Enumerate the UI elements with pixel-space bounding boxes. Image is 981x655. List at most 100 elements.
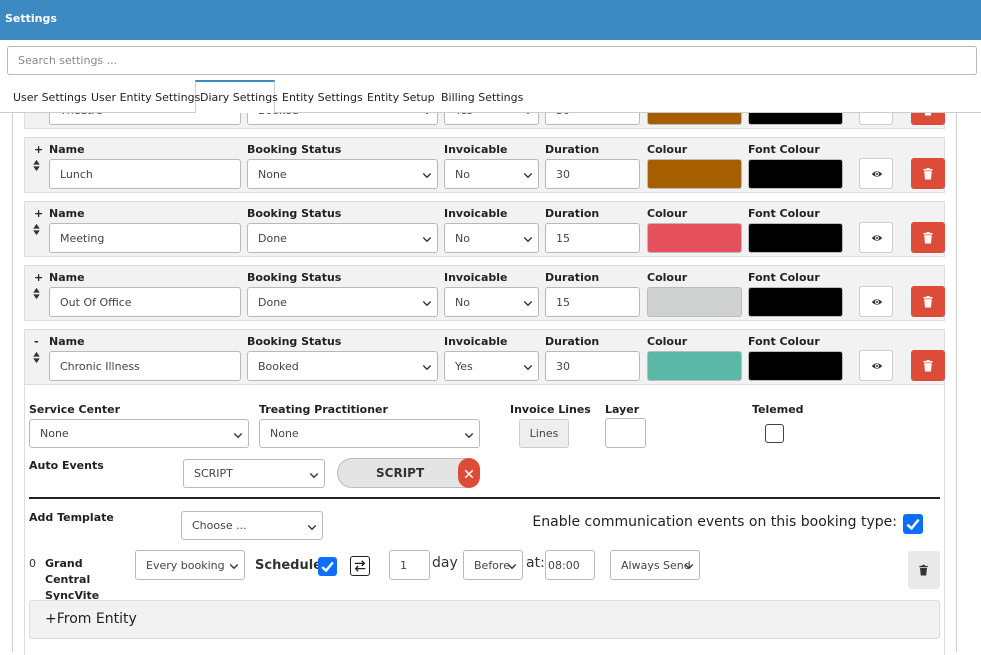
colour-swatch[interactable] [748,351,843,381]
time-input[interactable]: 08:00 [545,550,595,580]
eye-icon [870,113,884,116]
drag-handle-svg [33,287,40,300]
invoicable-select[interactable]: No [444,159,539,189]
script-tag: SCRIPT [337,458,480,488]
invoicable-select[interactable]: No [444,223,539,253]
practitioner-select[interactable]: None [259,419,480,448]
trash-icon-svg [923,359,933,372]
duration-input[interactable]: 30 [545,159,640,189]
colour-swatch[interactable] [647,287,742,317]
duration-input[interactable]: 15 [545,223,640,253]
colour-swatch[interactable] [748,159,843,189]
column-label: Name [49,335,85,348]
column-label: Name [49,207,85,220]
layer-input[interactable] [605,418,646,448]
swap-button[interactable] [350,556,370,576]
template-delete[interactable] [908,551,940,589]
invoicable-select[interactable]: No [444,287,539,317]
view-button[interactable] [859,222,893,253]
colour-swatch[interactable] [647,159,742,189]
invoicable-select-chevron [522,169,534,181]
colour-swatch[interactable] [748,287,843,317]
booking_status-select-text: Booked [258,113,299,117]
direction-select-chevron-svg [507,564,517,570]
eye-icon [870,168,884,180]
colour-swatch[interactable] [748,113,843,125]
view-button[interactable] [859,113,893,125]
booking_status-select[interactable]: Done [247,287,438,317]
delete-button[interactable] [911,350,945,381]
colour-swatch[interactable] [647,351,742,381]
booking_status-select[interactable]: Done [247,223,438,253]
booking_status-select[interactable]: None [247,159,438,189]
name-input[interactable]: Out Of Office [49,287,241,317]
trigger-select[interactable]: Every booking [135,550,245,580]
booking_status-select[interactable]: Booked [247,113,438,125]
booking_status-select-chevron [421,113,433,117]
name-input[interactable]: Chronic Illness [49,351,241,381]
direction-select-text: Before [474,558,510,572]
send-select[interactable]: Always Send [610,550,700,580]
schedule-checkbox[interactable] [318,557,337,576]
name-input[interactable]: Theatre [49,113,241,125]
row-toggle[interactable]: + [34,271,44,284]
header-title: Settings [5,12,57,25]
duration-input[interactable]: 30 [545,351,640,381]
auto-events-select-chevron-svg [309,472,319,478]
tab-active-box [195,80,275,113]
invoicable-select[interactable]: Yes [444,113,539,125]
invoicable-select-text: Yes [455,359,473,373]
auto-events-select[interactable]: SCRIPT [183,459,325,488]
colour-swatch[interactable] [748,223,843,253]
amount-input[interactable]: 1 [389,550,430,580]
column-label: Colour [647,271,688,284]
view-button[interactable] [859,286,893,317]
delete-button[interactable] [911,222,945,253]
booking_status-select-text: Done [258,295,287,309]
tab[interactable]: Entity Setup [367,91,435,104]
delete-button[interactable] [911,113,945,125]
colour-swatch[interactable] [647,223,742,253]
booking_status-select-chevron [421,297,433,309]
invoicable-select-chevron-svg [523,365,533,371]
tab[interactable]: Entity Settings [282,91,363,104]
row-toggle[interactable]: + [34,143,44,156]
script-tag-text: SCRIPT [376,466,425,480]
invoicable-select-text: Yes [455,113,473,117]
from-entity-panel[interactable]: +From Entity [29,600,940,639]
send-select-chevron [683,560,695,572]
trigger-select-text: Every booking [146,558,225,572]
row-toggle[interactable]: - [34,335,39,348]
delete-button[interactable] [911,158,945,189]
search-input[interactable]: Search settings ... [7,46,977,75]
script-tag-remove[interactable] [458,458,480,488]
delete-button[interactable] [911,286,945,317]
name-input[interactable]: Meeting [49,223,241,253]
duration-input[interactable]: 30 [545,113,640,125]
column-label: Booking Status [247,207,342,220]
drag-handle [32,287,41,300]
tab[interactable]: User Entity Settings [91,91,201,104]
template-select[interactable]: Choose ... [181,511,323,540]
lines-button[interactable]: Lines [519,419,569,448]
drag-handle [32,351,41,364]
name-input[interactable]: Lunch [49,159,241,189]
trash-icon-svg [924,113,932,116]
duration-input[interactable]: 15 [545,287,640,317]
row-toggle[interactable]: + [34,207,44,220]
telemed-checkbox[interactable] [765,424,784,443]
tab[interactable]: User Settings [13,91,87,104]
direction-select[interactable]: Before [463,550,523,580]
tab[interactable]: Diary Settings [200,91,278,104]
view-button[interactable] [859,350,893,381]
colour-swatch[interactable] [647,113,742,125]
booking_status-select-chevron-svg [422,173,432,179]
enable-comm-checkbox[interactable] [903,514,923,534]
tab[interactable]: Billing Settings [441,91,524,104]
template-select-chevron-svg [307,524,317,530]
invoicable-select[interactable]: Yes [444,351,539,381]
view-button[interactable] [859,158,893,189]
booking_status-select[interactable]: Booked [247,351,438,381]
service-center-select[interactable]: None [29,419,249,448]
